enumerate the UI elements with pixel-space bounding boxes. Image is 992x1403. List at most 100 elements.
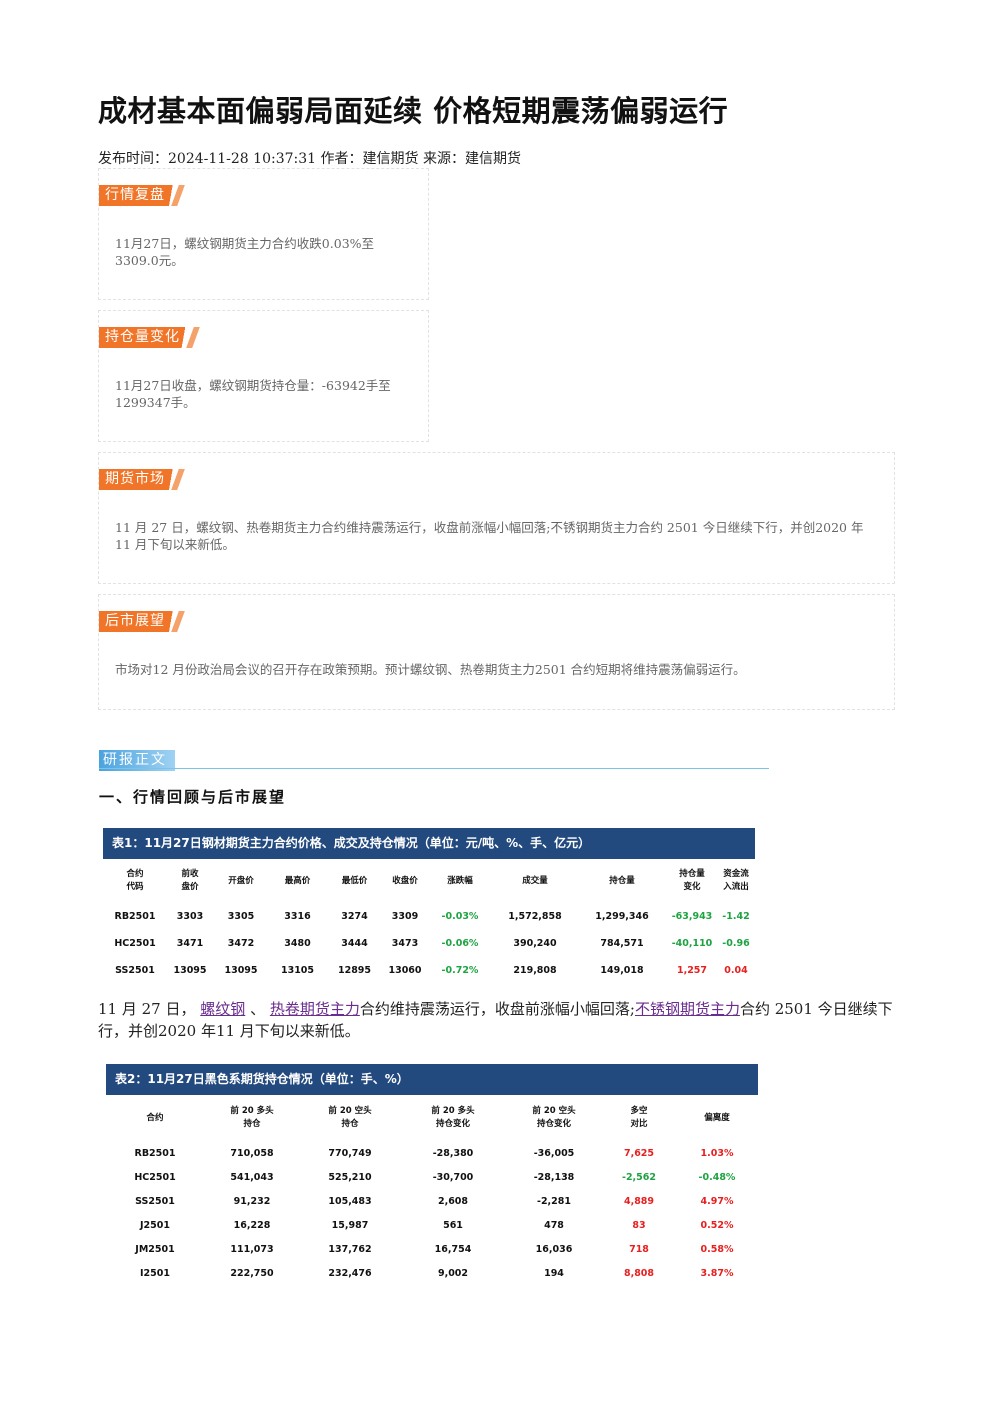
table-cell: 3473 — [391, 938, 419, 949]
table-cell: 3316 — [284, 911, 311, 922]
table-row: SS2501 91,232 105,483 2,608 -2,281 4,889 4.97% — [106, 1189, 758, 1213]
section-tag: 研报正文 — [99, 750, 175, 771]
table-cell: 13060 — [388, 965, 422, 976]
table-cell: 390,240 — [513, 938, 557, 949]
table-cell: -63,943 — [671, 911, 713, 922]
card-text: 市场对12 月份政治局会议的召开存在政策预期。预计螺纹钢、热卷期货主力2501 … — [115, 662, 746, 677]
table-cell: 91,232 — [233, 1195, 271, 1207]
article-title: 成材基本面偏弱局面延续 价格短期震荡偏弱运行 — [98, 94, 729, 128]
table-cell: 16,036 — [535, 1243, 573, 1255]
table-cell: -36,005 — [533, 1147, 575, 1159]
section-heading: 一、行情回顾与后市展望 — [99, 788, 287, 806]
table-cell: 561 — [443, 1219, 463, 1231]
table-cell: 16,228 — [233, 1219, 271, 1231]
column-header: 持仓量 — [609, 875, 635, 886]
table-cell: 83 — [632, 1219, 646, 1231]
column-header: 合约 代码 — [126, 869, 144, 892]
table-row: JM2501 111,073 137,762 16,754 16,036 718 0.58% — [106, 1237, 758, 1261]
table-row: I2501 222,750 232,476 9,002 194 8,808 3.87% — [106, 1261, 758, 1285]
table-cell: 105,483 — [328, 1195, 372, 1207]
table-cell: 525,210 — [328, 1171, 372, 1183]
column-header: 持仓量 变化 — [679, 869, 705, 892]
table-cell: 770,749 — [328, 1147, 372, 1159]
table-cell: 0.04 — [724, 965, 748, 976]
table-cell: -30,700 — [432, 1171, 474, 1183]
table-cell: 8,808 — [623, 1267, 655, 1279]
table-row: RB2501 710,058 770,749 -28,380 -36,005 7,625 1… — [106, 1141, 758, 1165]
table-cell: 194 — [544, 1267, 564, 1279]
paragraph-text: 、 — [250, 1000, 266, 1018]
table-cell: 149,018 — [600, 965, 644, 976]
column-header: 开盘价 — [228, 875, 254, 886]
table-cell: 137,762 — [328, 1243, 372, 1255]
table-title: 表2：11月27日黑色系期货持仓情况（单位：手、%） — [106, 1064, 758, 1095]
table-cell: 222,750 — [230, 1267, 274, 1279]
table-cell: -0.96 — [722, 938, 750, 949]
table-cell: HC2501 — [134, 1171, 176, 1183]
column-header: 前 20 多头 持仓变化 — [431, 1106, 475, 1129]
link-rebar[interactable]: 螺纹钢 — [200, 1000, 246, 1018]
table-cell: -0.72% — [441, 965, 479, 976]
column-header: 涨跌幅 — [447, 875, 473, 886]
table-cell: 13105 — [280, 965, 315, 976]
table-cell: 1.03% — [700, 1147, 734, 1159]
table-cell: 3472 — [227, 938, 255, 949]
column-header: 合约 — [146, 1112, 164, 1123]
table-cell: 3305 — [227, 911, 255, 922]
card-tag: 行情复盘 — [99, 185, 183, 206]
card-futures-market: 期货市场 11 月 27 日，螺纹钢、热卷期货主力合约维持震荡运行，收盘前涨幅小… — [98, 452, 895, 584]
table-cell: I2501 — [140, 1267, 170, 1279]
data-table: 合约 前 20 多头 持仓 前 20 空头 持仓 前 20 多头 持仓变化 前 20 空… — [106, 1095, 758, 1285]
paragraph-text: 合约 2501 今日继续下行，并创2020 年11 月下旬以来新低。 — [98, 1000, 893, 1040]
table-cell: 4,889 — [623, 1195, 655, 1207]
column-header: 前 20 空头 持仓 — [328, 1106, 372, 1129]
table-cell: JM2501 — [135, 1243, 175, 1255]
table-steel-futures: 表1：11月27日钢材期货主力合约价格、成交及持仓情况（单位：元/吨、%、手、亿… — [103, 828, 755, 984]
table-cell: -0.03% — [441, 911, 479, 922]
column-header: 多空 对比 — [630, 1106, 648, 1129]
table-cell: 111,073 — [230, 1243, 274, 1255]
table-cell: 2,608 — [437, 1195, 469, 1207]
table-cell: 16,754 — [434, 1243, 472, 1255]
card-tag: 期货市场 — [99, 469, 183, 490]
table-cell: -28,138 — [533, 1171, 575, 1183]
table-cell: 1,572,858 — [508, 911, 562, 922]
table-cell: 718 — [629, 1243, 649, 1255]
table-cell: 0.58% — [700, 1243, 734, 1255]
paragraph-text: 合约维持震荡运行，收盘前涨幅小幅回落; — [359, 1000, 635, 1018]
paragraph-text: 11 月 27 日， — [98, 1000, 196, 1018]
table-cell: 3471 — [176, 938, 204, 949]
table-cell: 3480 — [284, 938, 311, 949]
card-outlook: 后市展望 市场对12 月份政治局会议的召开存在政策预期。预计螺纹钢、热卷期货主力… — [98, 594, 895, 710]
table-cell: 478 — [544, 1219, 564, 1231]
table-cell: RB2501 — [134, 1147, 176, 1159]
column-header: 收盘价 — [392, 875, 418, 886]
table-cell: -2,281 — [537, 1195, 571, 1207]
card-text: 11 月 27 日，螺纹钢、热卷期货主力合约维持震荡运行，收盘前涨幅小幅回落;不… — [115, 520, 864, 552]
table-row: J2501 16,228 15,987 561 478 83 0.52% — [106, 1213, 758, 1237]
table-cell: -2,562 — [622, 1171, 656, 1183]
column-header: 偏离度 — [704, 1112, 730, 1123]
table-cell: 13095 — [224, 965, 258, 976]
table-cell: 13095 — [173, 965, 207, 976]
table-cell: 784,571 — [600, 938, 644, 949]
table-cell: SS2501 — [135, 1195, 175, 1207]
table-row: SS2501 13095 13095 13105 12895 13060 -0.72% 219… — [103, 957, 755, 984]
table-title: 表1：11月27日钢材期货主力合约价格、成交及持仓情况（单位：元/吨、%、手、亿… — [103, 828, 755, 859]
table-cell: 15,987 — [331, 1219, 369, 1231]
card-text: 11月27日，螺纹钢期货主力合约收跌0.03%至3309.0元。 — [115, 236, 375, 268]
link-stainless-futures[interactable]: 不锈钢期货主力 — [634, 1000, 740, 1018]
table-cell: -40,110 — [671, 938, 713, 949]
table-cell: 1,257 — [676, 965, 708, 976]
article-paragraph: 11 月 27 日， 螺纹钢 、 热卷期货主力合约维持震荡运行，收盘前涨幅小幅回… — [98, 998, 898, 1042]
table-cell: 4.97% — [700, 1195, 734, 1207]
table-cell: 232,476 — [328, 1267, 372, 1279]
table-cell: 541,043 — [230, 1171, 274, 1183]
column-header: 前 20 空头 持仓变化 — [532, 1106, 576, 1129]
card-text: 11月27日收盘，螺纹钢期货持仓量：-63942手至1299347手。 — [115, 378, 391, 410]
card-tag: 持仓量变化 — [99, 327, 198, 348]
table-cell: -0.06% — [441, 938, 479, 949]
table-cell: 710,058 — [230, 1147, 274, 1159]
link-hot-coil-futures[interactable]: 热卷期货主力 — [269, 1000, 360, 1018]
table-black-futures-positions: 表2：11月27日黑色系期货持仓情况（单位：手、%） 合约 前 20 多头 持仓 前… — [106, 1064, 758, 1285]
